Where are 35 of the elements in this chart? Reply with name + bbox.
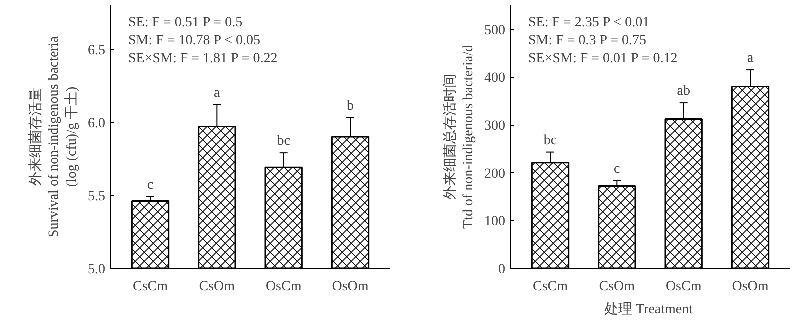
annotation: a xyxy=(214,86,222,101)
x-axis-title: 处理 Treatment xyxy=(604,302,694,318)
annotation: c xyxy=(614,162,620,177)
x-tick-label: OsOm xyxy=(332,280,369,294)
y-tick-label: 6.5 xyxy=(88,43,106,58)
annotation: bc xyxy=(544,133,558,148)
annotation: ab xyxy=(677,84,690,100)
annotation: SM: F = 0.3 P = 0.75 xyxy=(528,34,646,48)
y-tick-label: 200 xyxy=(484,166,506,182)
y-axis-title: 外来细菌存活量 Survival of non-indigenous bacteria (log (cfu)/g 干土) xyxy=(28,36,80,238)
x-tick-label: CsOm xyxy=(199,280,236,294)
y-tick-label: 6.0 xyxy=(88,116,106,132)
annotation: a xyxy=(747,51,754,66)
y-tick-label: 5.0 xyxy=(88,262,106,278)
annotation: SE: F = 0.51 P = 0.5 xyxy=(128,16,243,30)
annotation: SM: F = 10.78 P < 0.05 xyxy=(128,34,260,48)
annotation: SE: F = 2.35 P < 0.01 xyxy=(528,16,650,30)
y-tick-label: 300 xyxy=(484,119,506,134)
y-tick-label: 0 xyxy=(498,262,506,278)
annotation: SE×SM: F = 0.01 P = 0.12 xyxy=(528,52,678,66)
x-tick-label: CsOm xyxy=(599,280,636,294)
y-tick-label: 500 xyxy=(484,23,506,38)
x-tick-label: OsCm xyxy=(666,280,702,294)
x-tick-label: OsCm xyxy=(266,280,302,294)
y-tick-label: 5.5 xyxy=(88,189,106,204)
y-axis-title: 外来细菌总存活时间 Ttd of non-indigenous bacteria/d xyxy=(442,45,476,229)
annotation: c xyxy=(147,178,154,193)
annotation: SE×SM: F = 1.81 P = 0.22 xyxy=(128,52,278,66)
y-tick-label: 400 xyxy=(484,71,506,86)
x-tick-label: CsCm xyxy=(532,280,568,294)
annotation: b xyxy=(347,99,354,114)
x-tick-label: OsOm xyxy=(732,280,769,294)
x-tick-label: CsCm xyxy=(132,280,168,294)
y-tick-label: 100 xyxy=(484,214,506,230)
annotation: bc xyxy=(277,134,290,150)
